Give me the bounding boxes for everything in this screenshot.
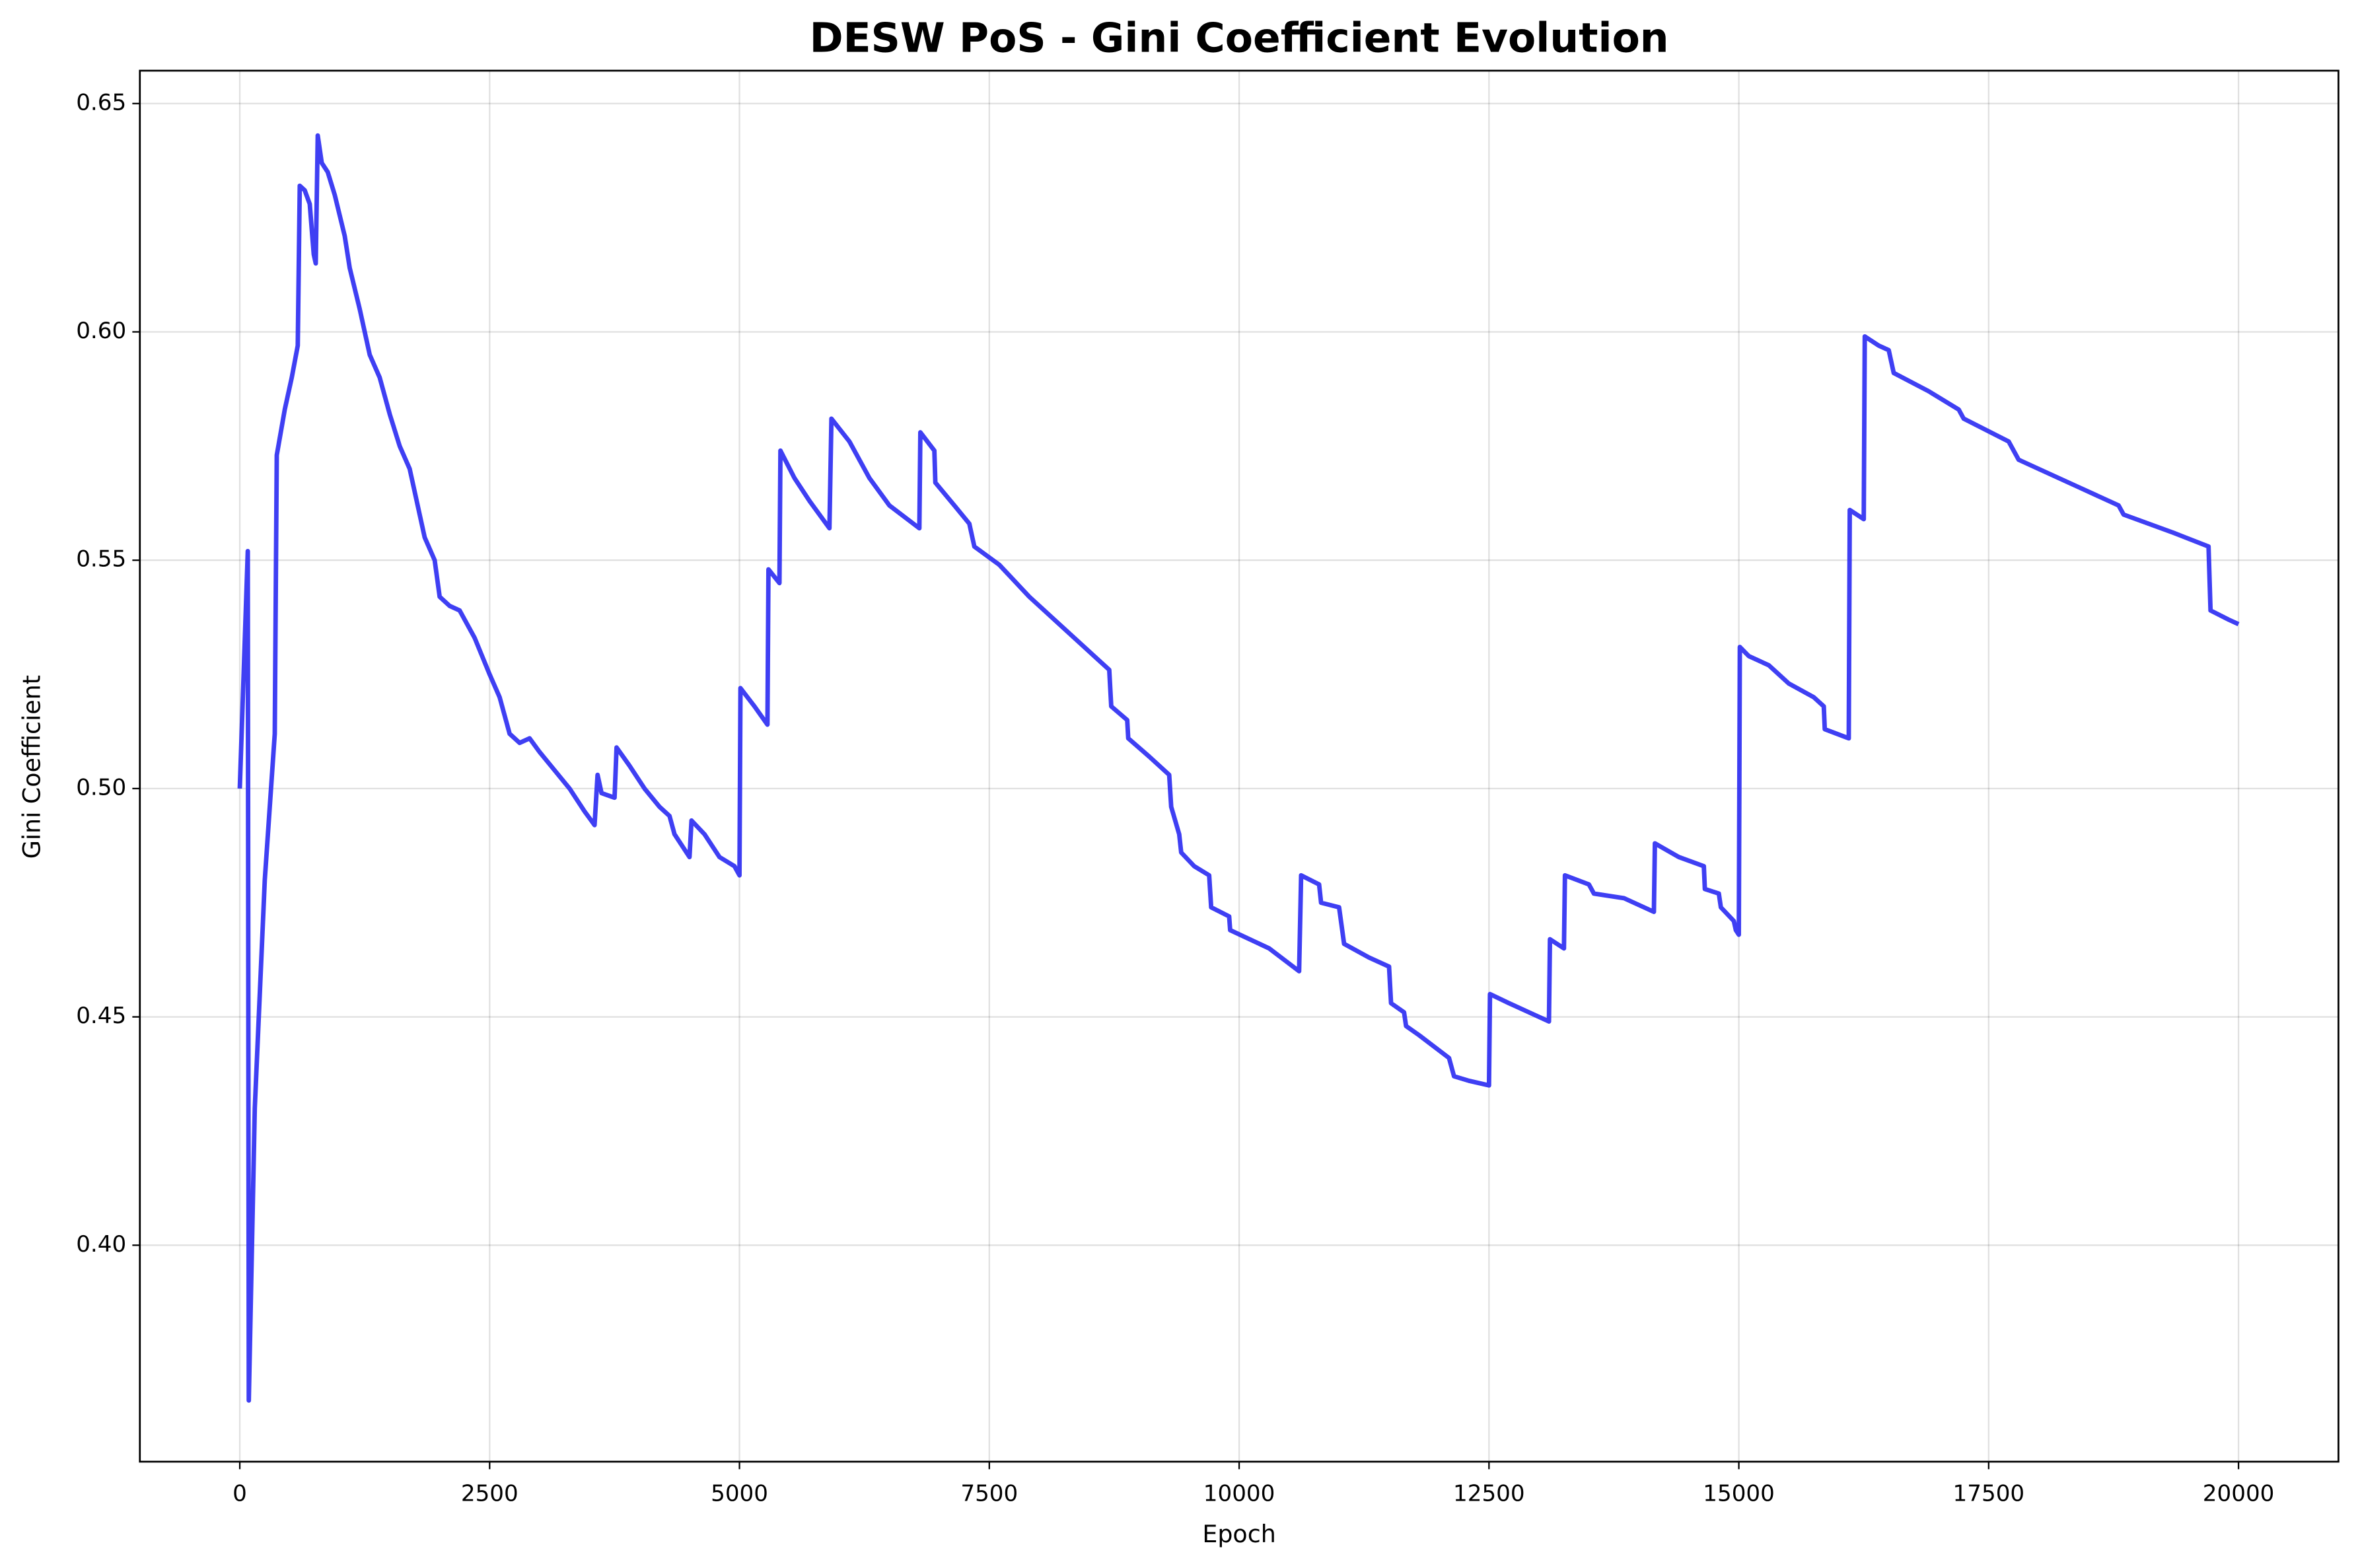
x-tick-label: 20000: [2203, 1481, 2275, 1507]
chart-title: DESW PoS - Gini Coefficient Evolution: [810, 15, 1669, 62]
y-tick-label: 0.50: [76, 774, 126, 801]
x-tick-label: 7500: [960, 1481, 1018, 1507]
y-tick-label: 0.60: [76, 318, 126, 344]
y-axis-label: Gini Coefficient: [18, 675, 46, 859]
y-tick-label: 0.55: [76, 546, 126, 573]
y-tick-label: 0.65: [76, 89, 126, 116]
plot: [237, 133, 2240, 1403]
x-tick-label: 2500: [461, 1481, 518, 1507]
x-axis-label: Epoch: [1202, 1520, 1275, 1548]
data-line: [237, 133, 2240, 1403]
x-tick-label: 12500: [1453, 1481, 1525, 1507]
x-tick-label: 5000: [711, 1481, 768, 1507]
y-tick-label: 0.45: [76, 1003, 126, 1029]
x-tick-label: 17500: [1953, 1481, 2025, 1507]
x-tick-label: 0: [232, 1481, 247, 1507]
grid: [139, 71, 2339, 1462]
y-tick-label: 0.40: [76, 1231, 126, 1258]
x-tick-label: 15000: [1703, 1481, 1775, 1507]
x-tick-label: 10000: [1203, 1481, 1275, 1507]
